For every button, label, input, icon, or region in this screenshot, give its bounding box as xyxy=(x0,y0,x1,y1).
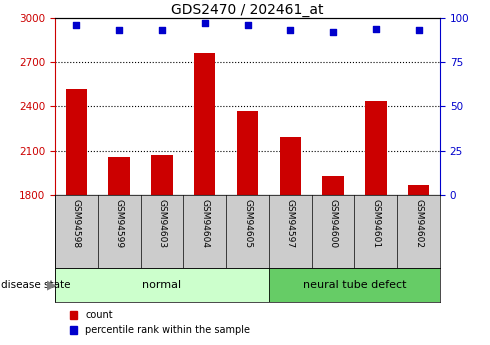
Text: ▶: ▶ xyxy=(47,278,56,292)
Text: GSM94605: GSM94605 xyxy=(243,199,252,248)
Point xyxy=(73,22,80,28)
Text: GSM94598: GSM94598 xyxy=(72,199,81,248)
Bar xyxy=(322,176,344,195)
Point xyxy=(372,26,380,31)
Text: GSM94600: GSM94600 xyxy=(329,199,338,248)
Text: normal: normal xyxy=(143,280,181,290)
Point xyxy=(158,28,166,33)
Text: GSM94603: GSM94603 xyxy=(157,199,167,248)
Text: GSM94597: GSM94597 xyxy=(286,199,295,248)
Bar xyxy=(280,137,301,195)
Point xyxy=(244,22,251,28)
Bar xyxy=(237,111,258,195)
Point xyxy=(115,28,123,33)
Text: disease state: disease state xyxy=(1,280,71,290)
Text: GSM94604: GSM94604 xyxy=(200,199,209,248)
Point xyxy=(286,28,294,33)
Bar xyxy=(194,53,216,195)
Point xyxy=(201,21,209,26)
Point xyxy=(329,29,337,35)
Text: neural tube defect: neural tube defect xyxy=(303,280,406,290)
Bar xyxy=(408,185,429,195)
Legend: count, percentile rank within the sample: count, percentile rank within the sample xyxy=(70,310,250,335)
Text: GSM94601: GSM94601 xyxy=(371,199,380,248)
Bar xyxy=(55,268,269,302)
Point xyxy=(415,28,422,33)
Text: GSM94602: GSM94602 xyxy=(414,199,423,248)
Bar xyxy=(108,157,130,195)
Text: GSM94599: GSM94599 xyxy=(115,199,123,248)
Bar xyxy=(151,155,172,195)
Bar xyxy=(269,268,440,302)
Bar xyxy=(365,101,387,195)
Bar xyxy=(66,89,87,195)
Title: GDS2470 / 202461_at: GDS2470 / 202461_at xyxy=(171,3,324,17)
